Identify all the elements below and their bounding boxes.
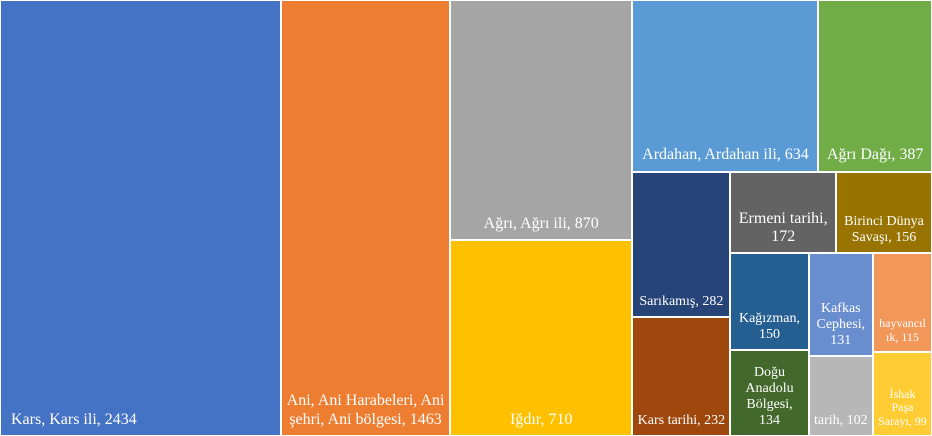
tile-label: tarih, 102 bbox=[813, 412, 868, 428]
treemap-tile: İshak Paşa Sarayı, 99 bbox=[872, 351, 932, 436]
tile-label: Ardahan, Ardahan ili, 634 bbox=[642, 146, 809, 164]
treemap-tile: Ani, Ani Harabeleri, Ani şehri, Ani bölg… bbox=[281, 0, 450, 436]
tile-label: Iğdır, 710 bbox=[509, 410, 573, 428]
tile-label: Kağızman, 150 bbox=[738, 310, 801, 342]
treemap-tile: Birinci Dünya Savaşı, 156 bbox=[836, 171, 932, 254]
treemap-tile: Ardahan, Ardahan ili, 634 bbox=[632, 0, 819, 172]
treemap-tile: Kafkas Cephesi, 131 bbox=[808, 253, 873, 357]
tile-label: Ermeni tarihi, 172 bbox=[738, 209, 828, 246]
tile-label: Kars, Kars ili, 2434 bbox=[11, 410, 137, 428]
tile-label: İshak Paşa Sarayı, 99 bbox=[878, 386, 927, 429]
treemap-tile: Iğdır, 710 bbox=[450, 240, 633, 436]
tile-label: Kars tarihi, 232 bbox=[637, 412, 726, 428]
treemap-tile: Ağrı Dağı, 387 bbox=[818, 0, 932, 172]
treemap-tile: hayvancılık, 115 bbox=[872, 253, 932, 352]
tile-label: Ağrı Dağı, 387 bbox=[827, 146, 924, 164]
treemap-tile: Kars, Kars ili, 2434 bbox=[0, 0, 282, 436]
tile-label: hayvancılık, 115 bbox=[879, 315, 926, 344]
treemap-tile: Doğu Anadolu Bölgesi, 134 bbox=[730, 349, 809, 436]
tile-label: Ağrı, Ağrı ili, 870 bbox=[483, 214, 599, 232]
treemap-tile: Sarıkamış, 282 bbox=[632, 171, 731, 317]
tile-label: Kafkas Cephesi, 131 bbox=[816, 300, 866, 348]
tile-label: Sarıkamış, 282 bbox=[639, 293, 724, 309]
tile-label: Birinci Dünya Savaşı, 156 bbox=[844, 214, 924, 246]
tile-label: Doğu Anadolu Bölgesi, 134 bbox=[745, 364, 794, 428]
treemap-tile: Kars tarihi, 232 bbox=[632, 316, 731, 436]
treemap-tile: Ermeni tarihi, 172 bbox=[730, 171, 837, 254]
treemap-tile: Ağrı, Ağrı ili, 870 bbox=[450, 0, 633, 241]
tile-label: Ani, Ani Harabeleri, Ani şehri, Ani bölg… bbox=[286, 392, 445, 428]
treemap-tile: tarih, 102 bbox=[808, 356, 873, 436]
treemap-tile: Kağızman, 150 bbox=[730, 253, 809, 350]
